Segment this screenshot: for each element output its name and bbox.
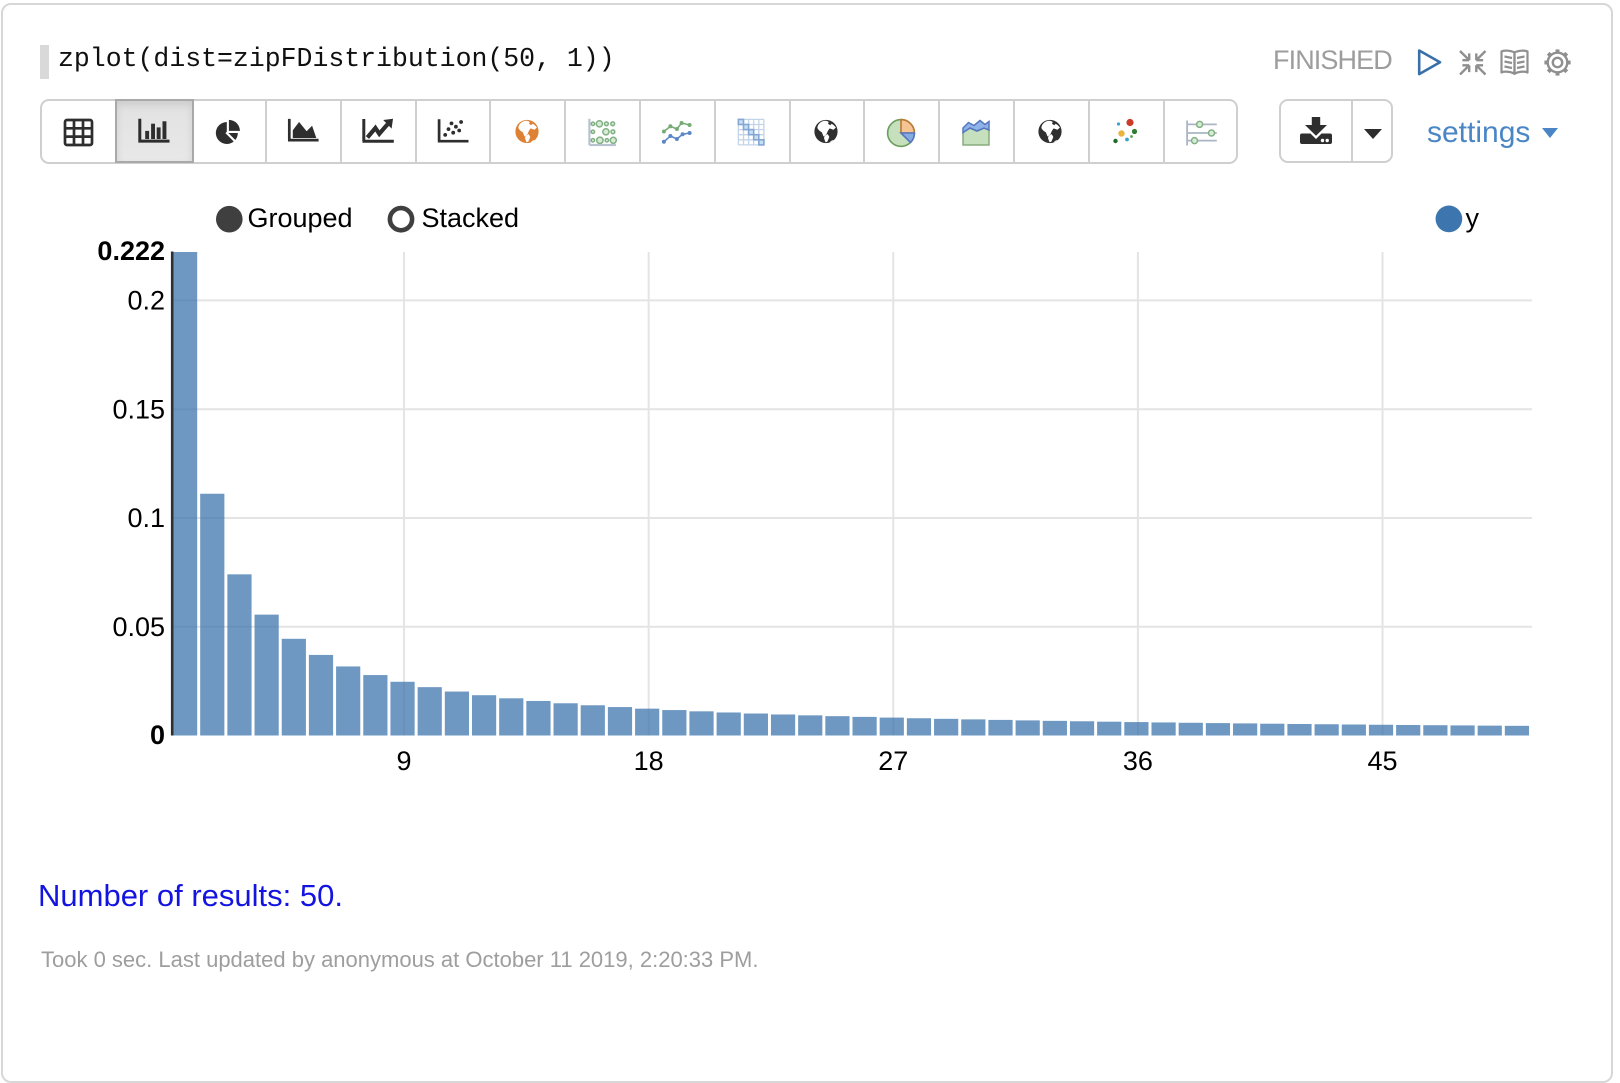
svg-text:0.15: 0.15 [112,394,165,424]
svg-text:0.2: 0.2 [127,286,165,316]
svg-text:27: 27 [878,746,908,776]
svg-text:Stacked: Stacked [422,203,520,233]
svg-text:0.222: 0.222 [97,236,165,266]
svg-text:9: 9 [397,746,412,776]
svg-text:0: 0 [150,720,165,750]
svg-text:Grouped: Grouped [248,203,353,233]
svg-text:45: 45 [1367,746,1397,776]
svg-text:0.1: 0.1 [127,503,165,533]
svg-text:18: 18 [634,746,664,776]
svg-text:0.05: 0.05 [112,612,165,642]
svg-text:y: y [1466,203,1480,233]
svg-text:36: 36 [1123,746,1153,776]
